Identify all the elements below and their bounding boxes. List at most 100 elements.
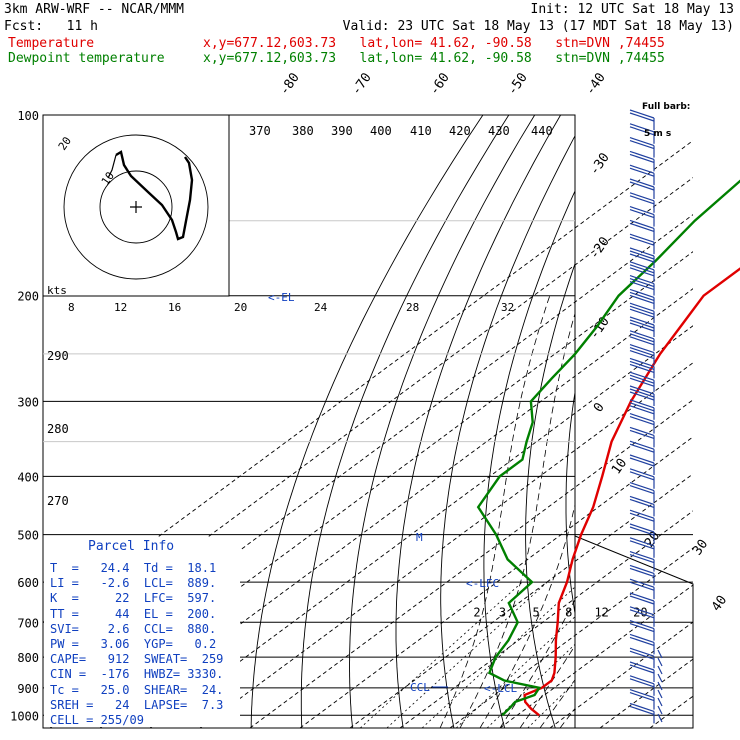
isotherm-label: -30	[587, 150, 613, 178]
theta-label: 420	[449, 124, 471, 138]
speed-scale-label: 24	[314, 301, 328, 314]
wind-legend: Full barb: 5 m s	[642, 85, 690, 148]
wind-barb	[657, 705, 663, 715]
wind-barb	[629, 206, 655, 227]
mixing-ratio-line	[386, 581, 548, 728]
pressure-label: 700	[17, 616, 39, 630]
wind-barb	[629, 454, 655, 475]
dry-adiabats	[250, 115, 575, 728]
speed-scale-label: 32	[501, 301, 514, 314]
wind-barb	[629, 385, 655, 406]
mixing-ratio-line	[486, 643, 575, 728]
wind-barbs	[629, 109, 663, 724]
isotherm-label: 0	[591, 400, 608, 415]
parcel-info-rows: T = 24.4 Td = 18.1 LI = -2.6 LCL= 889. K =…	[50, 561, 223, 728]
wind-barb	[657, 689, 663, 699]
parcel-info-row: K = 22 LFC= 597.	[50, 591, 217, 606]
init-time: Init: 12 UTC Sat 18 May 13	[530, 2, 735, 17]
isotherm	[549, 621, 693, 728]
parcel-info-row: PW = 3.06 YGP= 0.2	[50, 637, 217, 652]
dewpoint-legend: Dewpoint temperature	[8, 51, 165, 66]
hodograph-trace	[115, 150, 194, 241]
theta-label: 270	[47, 494, 69, 508]
dry-adiabat	[250, 115, 484, 728]
dry-adiabat	[565, 389, 575, 616]
pressure-label: 300	[17, 395, 39, 409]
temperature-legend: Temperature	[8, 36, 95, 51]
valid-time: Valid: 23 UTC Sat 18 May 13 (17 MDT Sat …	[342, 19, 734, 34]
parcel-info-row: SREH = 24 LAPSE= 7.3	[50, 697, 224, 712]
isotherm	[449, 547, 693, 728]
wind-legend-line1: Full barb:	[642, 102, 691, 112]
isotherm-label: -70	[349, 70, 375, 98]
level-marker: <-EL	[268, 291, 295, 304]
speed-scale-label: 8	[68, 301, 75, 314]
wind-barb	[629, 137, 655, 158]
pressure-label: 600	[17, 576, 39, 590]
wind-barb	[629, 247, 655, 268]
wind-barb	[629, 178, 655, 199]
theta-label: 380	[292, 124, 314, 138]
wind-barb	[629, 357, 655, 379]
moist-adiabat	[459, 312, 575, 728]
pressure-label: 900	[17, 682, 39, 696]
wind-barb	[629, 689, 655, 710]
moist-adiabat	[519, 644, 575, 728]
wind-barb	[629, 523, 655, 544]
parcel-info-row: TT = 44 EL = 200.	[50, 606, 217, 621]
wind-barb	[629, 261, 655, 282]
pressure-label: 100	[17, 109, 39, 123]
wind-barb	[629, 647, 655, 669]
wind-barb	[629, 564, 655, 586]
theta-label: 370	[249, 124, 271, 138]
isotherm	[349, 473, 693, 728]
hodograph-ring	[99, 170, 173, 244]
moist-adiabat	[539, 679, 575, 728]
mixing-ratio-label: 5	[532, 605, 539, 619]
parcel-info-row: CIN = -176 HWBZ= 3330.	[50, 667, 224, 682]
isotherm-label: -10	[587, 314, 613, 342]
wind-barb	[629, 192, 655, 213]
model-title: 3km ARW-WRF -- NCAR/MMM	[4, 2, 185, 17]
wind-barb	[629, 675, 655, 696]
speed-scale-label: 12	[114, 301, 127, 314]
isotherm	[399, 510, 693, 728]
wind-barb	[629, 606, 655, 627]
pressure-label: 400	[17, 470, 39, 484]
wind-barb	[629, 661, 655, 682]
wind-barb	[629, 426, 655, 448]
wind-barb	[629, 399, 655, 420]
sounding-traces: <-LCL <-LFC <-EL CCL M	[268, 179, 740, 717]
hodograph-ring	[63, 134, 209, 280]
isotherm	[199, 362, 693, 728]
moist-adiabat	[499, 598, 575, 728]
wind-barb	[657, 697, 663, 707]
isotherm	[43, 140, 693, 623]
parcel-info-row: LI = -2.6 LCL= 889.	[50, 576, 217, 591]
wind-barb	[629, 150, 655, 172]
wind-barb	[629, 233, 655, 255]
level-marker: CCL	[410, 681, 430, 694]
pressure-label: 500	[17, 529, 39, 543]
wind-barb	[629, 537, 655, 558]
wind-barb	[629, 633, 655, 655]
wind-barb	[629, 302, 655, 324]
wind-barb	[629, 123, 655, 144]
isotherm-label: 20	[642, 529, 663, 550]
mixing-ratio-label: 12	[594, 605, 608, 619]
wind-barb	[657, 713, 663, 723]
wind-barb	[629, 578, 655, 600]
moist-adiabats	[439, 295, 575, 728]
temperature-location-info: x,y=677.12,603.73 lat,lon= 41.62, -90.58…	[203, 36, 665, 51]
isotherm	[249, 399, 693, 728]
wind-barb	[629, 288, 655, 310]
isotherm-label: -50	[505, 70, 531, 98]
wind-barb	[629, 371, 655, 393]
theta-label: 390	[331, 124, 353, 138]
wind-barb	[629, 551, 655, 572]
dry-adiabat	[395, 115, 561, 728]
speed-scale-label: 20	[234, 301, 247, 314]
parcel-info-title: Parcel Info	[88, 539, 175, 554]
